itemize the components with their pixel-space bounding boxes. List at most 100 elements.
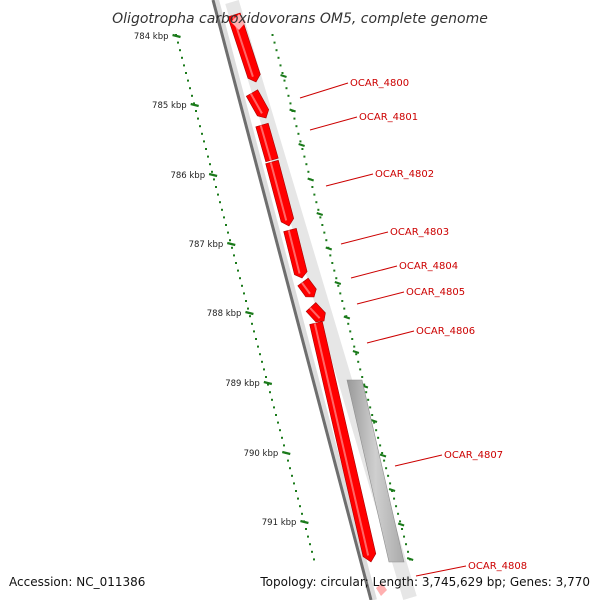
minor-tick — [367, 398, 370, 401]
minor-tick — [293, 117, 296, 120]
genome-title: Oligotropha carboxidovorans OM5, complet… — [112, 11, 488, 27]
gene-label: OCAR_4807 — [444, 450, 503, 461]
gene-label-leaders — [299, 82, 467, 577]
minor-tick — [283, 444, 285, 447]
scale-label: 788 kbp — [207, 309, 242, 319]
minor-tick — [399, 520, 402, 523]
minor-tick — [361, 376, 364, 378]
gene-highlight — [249, 93, 263, 114]
minor-tick — [369, 406, 372, 409]
minor-tick — [245, 300, 247, 302]
leader-line — [394, 454, 443, 467]
minor-tick — [285, 87, 288, 90]
minor-tick — [375, 429, 378, 432]
minor-tick — [219, 201, 221, 204]
major-tick — [334, 281, 342, 285]
grey-feature-block — [346, 379, 405, 563]
scale-label: 784 kbp — [134, 32, 169, 42]
minor-tick — [317, 208, 320, 211]
minor-tick — [359, 368, 362, 371]
minor-tick — [329, 254, 332, 257]
major-tick — [300, 519, 309, 525]
gene-label: OCAR_4804 — [399, 261, 458, 272]
gene-highlight — [269, 162, 288, 221]
leader-line — [366, 330, 415, 344]
gene-highlight — [309, 307, 321, 319]
major-tick — [379, 453, 387, 458]
major-tick — [397, 522, 405, 527]
minor-tick — [247, 307, 249, 310]
minor-tick — [177, 41, 179, 44]
minor-tick — [271, 34, 274, 36]
backbone — [211, 0, 377, 600]
minor-tick — [403, 535, 406, 538]
major-tick — [406, 557, 414, 561]
minor-tick — [311, 550, 313, 553]
minor-tick — [269, 391, 271, 394]
minor-tick — [293, 482, 295, 485]
minor-tick — [207, 155, 209, 158]
minor-tick — [249, 315, 251, 318]
minor-tick — [251, 322, 253, 325]
gene-highlight — [287, 230, 301, 274]
major-tick — [352, 350, 360, 354]
minor-tick — [387, 474, 390, 477]
minor-tick — [383, 459, 386, 462]
minor-tick — [371, 414, 374, 416]
minor-tick — [315, 201, 318, 204]
minor-tick — [295, 490, 297, 492]
minor-tick — [389, 482, 392, 485]
major-tick — [281, 450, 291, 456]
minor-tick — [307, 170, 310, 173]
scale-label: 786 kbp — [170, 171, 205, 181]
minor-tick — [223, 216, 225, 219]
minor-tick — [197, 117, 199, 120]
minor-tick — [239, 277, 241, 280]
minor-tick — [273, 41, 276, 44]
minor-tick — [195, 110, 197, 112]
minor-tick — [405, 543, 408, 546]
minor-tick — [313, 193, 316, 196]
major-tick — [298, 143, 305, 147]
gene-fragment — [376, 583, 387, 596]
minor-tick — [347, 322, 350, 325]
minor-tick — [379, 444, 382, 447]
scale-label: 787 kbp — [189, 240, 224, 250]
minor-tick — [305, 528, 307, 530]
minor-tick — [229, 239, 231, 242]
minor-tick — [365, 391, 368, 394]
minor-tick — [401, 528, 404, 530]
minor-tick — [281, 72, 284, 74]
minor-tick — [263, 368, 265, 371]
gene-label: OCAR_4803 — [390, 227, 449, 238]
minor-tick — [335, 277, 338, 280]
gene-label: OCAR_4808 — [468, 561, 527, 572]
minor-tick — [323, 231, 326, 234]
minor-tick — [309, 543, 311, 546]
minor-tick — [393, 497, 396, 500]
minor-tick — [357, 360, 360, 363]
minor-tick — [407, 550, 410, 553]
minor-tick — [187, 79, 189, 82]
major-tick — [289, 108, 296, 113]
scale-ticks-right — [271, 34, 414, 561]
minor-tick — [299, 140, 302, 143]
minor-tick — [307, 535, 309, 538]
major-tick — [190, 102, 199, 108]
minor-tick — [255, 338, 257, 340]
scale-label: 789 kbp — [225, 379, 260, 389]
scale-ticks-left — [172, 33, 315, 561]
major-tick — [280, 74, 287, 78]
gene-arrow — [305, 302, 326, 323]
minor-tick — [215, 186, 217, 188]
major-tick — [208, 172, 218, 178]
minor-tick — [227, 231, 229, 234]
minor-tick — [363, 383, 366, 386]
minor-tick — [281, 436, 283, 439]
minor-tick — [279, 64, 282, 67]
leader-line — [299, 82, 349, 99]
minor-tick — [289, 467, 291, 470]
minor-tick — [191, 94, 193, 97]
minor-tick — [265, 376, 267, 378]
minor-tick — [337, 284, 340, 287]
